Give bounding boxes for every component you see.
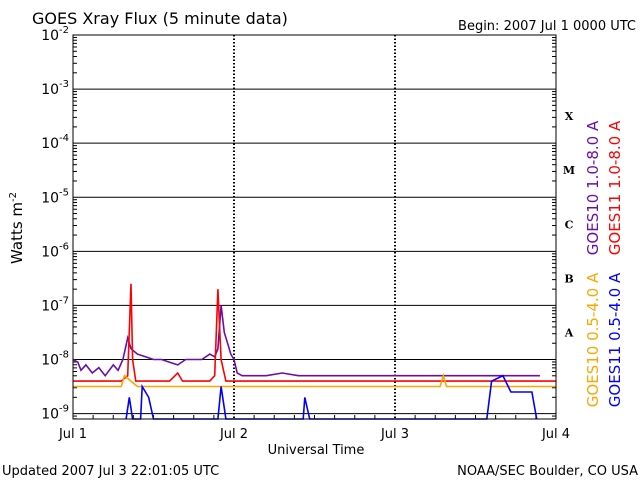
- y-axis-ticks: 10-2 10-3 10-4 10-5 10-6 10-7 10-8 10-9: [41, 25, 69, 423]
- legend-entry: GOES10 1.0-8.0 A: [584, 120, 602, 255]
- flare-class-label: X: [565, 110, 574, 123]
- legend-entry: GOES11 1.0-8.0 A: [606, 120, 624, 255]
- x-axis-ticks: Jul 1 Jul 2 Jul 3 Jul 4: [58, 415, 570, 442]
- series-line: [73, 372, 556, 388]
- flare-class-label: B: [564, 272, 573, 285]
- series-line: [73, 283, 556, 382]
- flare-class-label: M: [563, 164, 575, 177]
- begin-label: Begin: 2007 Jul 1 0000 UTC: [458, 19, 636, 34]
- flare-class-label: C: [565, 218, 574, 231]
- chart-title: GOES Xray Flux (5 minute data): [32, 9, 288, 28]
- y-tick-label: 10-2: [41, 25, 69, 44]
- x-tick-label: Jul 1: [58, 427, 87, 442]
- plot-frame: [72, 34, 557, 420]
- legend-entry: GOES10 0.5-4.0 A: [584, 272, 602, 407]
- x-tick-label: Jul 2: [219, 427, 248, 442]
- x-tick-label: Jul 4: [541, 427, 570, 442]
- y-tick-label: 10-9: [41, 404, 69, 423]
- flare-class-label: A: [564, 326, 574, 339]
- y-tick-label: 10-7: [41, 295, 69, 314]
- updated-label: Updated 2007 Jul 3 22:01:05 UTC: [2, 464, 219, 479]
- x-axis-label: Universal Time: [268, 443, 365, 458]
- plot-grid: [73, 35, 556, 420]
- credit-label: NOAA/SEC Boulder, CO USA: [457, 464, 638, 479]
- y-tick-label: 10-4: [41, 133, 69, 152]
- series-line: [72, 305, 540, 378]
- y-tick-label: 10-8: [41, 350, 69, 369]
- series-line: [125, 374, 538, 420]
- y-axis-label: Watts m-2: [8, 192, 26, 264]
- legend-entry: GOES11 0.5-4.0 A: [606, 272, 624, 407]
- series-lines: [72, 283, 556, 420]
- y-tick-label: 10-6: [41, 241, 69, 260]
- y-tick-label: 10-5: [41, 187, 69, 206]
- y-tick-label: 10-3: [41, 79, 69, 98]
- flare-class-labels: X M C B A: [563, 110, 575, 339]
- x-tick-label: Jul 3: [380, 427, 409, 442]
